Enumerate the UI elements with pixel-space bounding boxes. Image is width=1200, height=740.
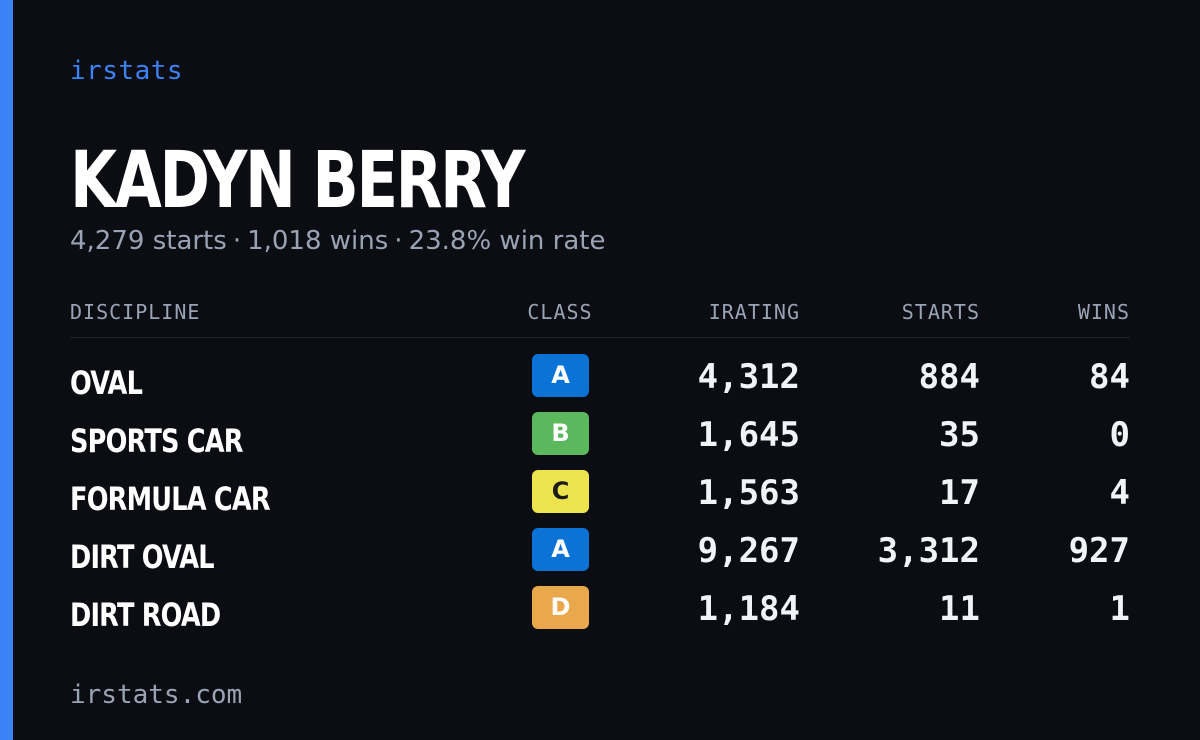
header-discipline: DISCIPLINE	[70, 300, 201, 324]
class-badge: C	[532, 470, 589, 513]
separator: ·	[232, 226, 242, 256]
driver-summary: 4,279 starts · 1,018 wins · 23.8% win rate	[70, 226, 605, 256]
class-badge: A	[532, 528, 589, 571]
discipline-name: OVAL	[70, 364, 143, 402]
separator: ·	[394, 226, 403, 256]
discipline-name: SPORTS CAR	[70, 422, 243, 460]
table-row: OVAL A 4,312 884 84	[70, 354, 1130, 412]
wins-value: 1	[1109, 589, 1130, 629]
table-body: OVAL A 4,312 884 84 SPORTS CAR B 1,645 3…	[70, 354, 1130, 644]
driver-name: KADYN BERRY	[70, 136, 525, 226]
header-starts: STARTS	[901, 300, 980, 324]
discipline-name: DIRT OVAL	[70, 538, 215, 576]
table-row: SPORTS CAR B 1,645 35 0	[70, 412, 1130, 470]
starts-value: 11	[939, 589, 980, 629]
header-irating: IRATING	[708, 300, 800, 324]
class-badge: D	[532, 586, 589, 629]
table-row: DIRT OVAL A 9,267 3,312 927	[70, 528, 1130, 586]
wins-value: 84	[1089, 357, 1130, 397]
wins-value: 0	[1109, 415, 1130, 455]
starts-value: 35	[939, 415, 980, 455]
wins-value: 4	[1109, 473, 1130, 513]
table-row: FORMULA CAR C 1,563 17 4	[70, 470, 1130, 528]
wins-value: 927	[1068, 531, 1130, 571]
discipline-name: DIRT ROAD	[70, 596, 221, 634]
irating-value: 9,267	[697, 531, 800, 571]
starts-value: 3,312	[877, 531, 980, 571]
table-header: DISCIPLINE CLASS IRATING STARTS WINS	[70, 296, 1130, 338]
class-badge: B	[532, 412, 589, 455]
discipline-name: FORMULA CAR	[70, 480, 271, 518]
header-wins: WINS	[1077, 300, 1130, 324]
total-wins: 1,018 wins	[247, 226, 389, 256]
irating-value: 1,184	[697, 589, 800, 629]
starts-value: 884	[918, 357, 980, 397]
accent-bar	[0, 0, 13, 740]
starts-value: 17	[939, 473, 980, 513]
table-row: DIRT ROAD D 1,184 11 1	[70, 586, 1130, 644]
brand-logo: irstats	[70, 56, 184, 86]
win-rate: 23.8% win rate	[408, 226, 606, 256]
irating-value: 1,645	[697, 415, 800, 455]
irating-value: 1,563	[697, 473, 800, 513]
stats-table: DISCIPLINE CLASS IRATING STARTS WINS OVA…	[70, 296, 1130, 644]
irating-value: 4,312	[697, 357, 800, 397]
footer-url: irstats.com	[70, 680, 243, 710]
total-starts: 4,279 starts	[70, 226, 227, 256]
class-badge: A	[532, 354, 589, 397]
header-class: CLASS	[527, 300, 593, 324]
